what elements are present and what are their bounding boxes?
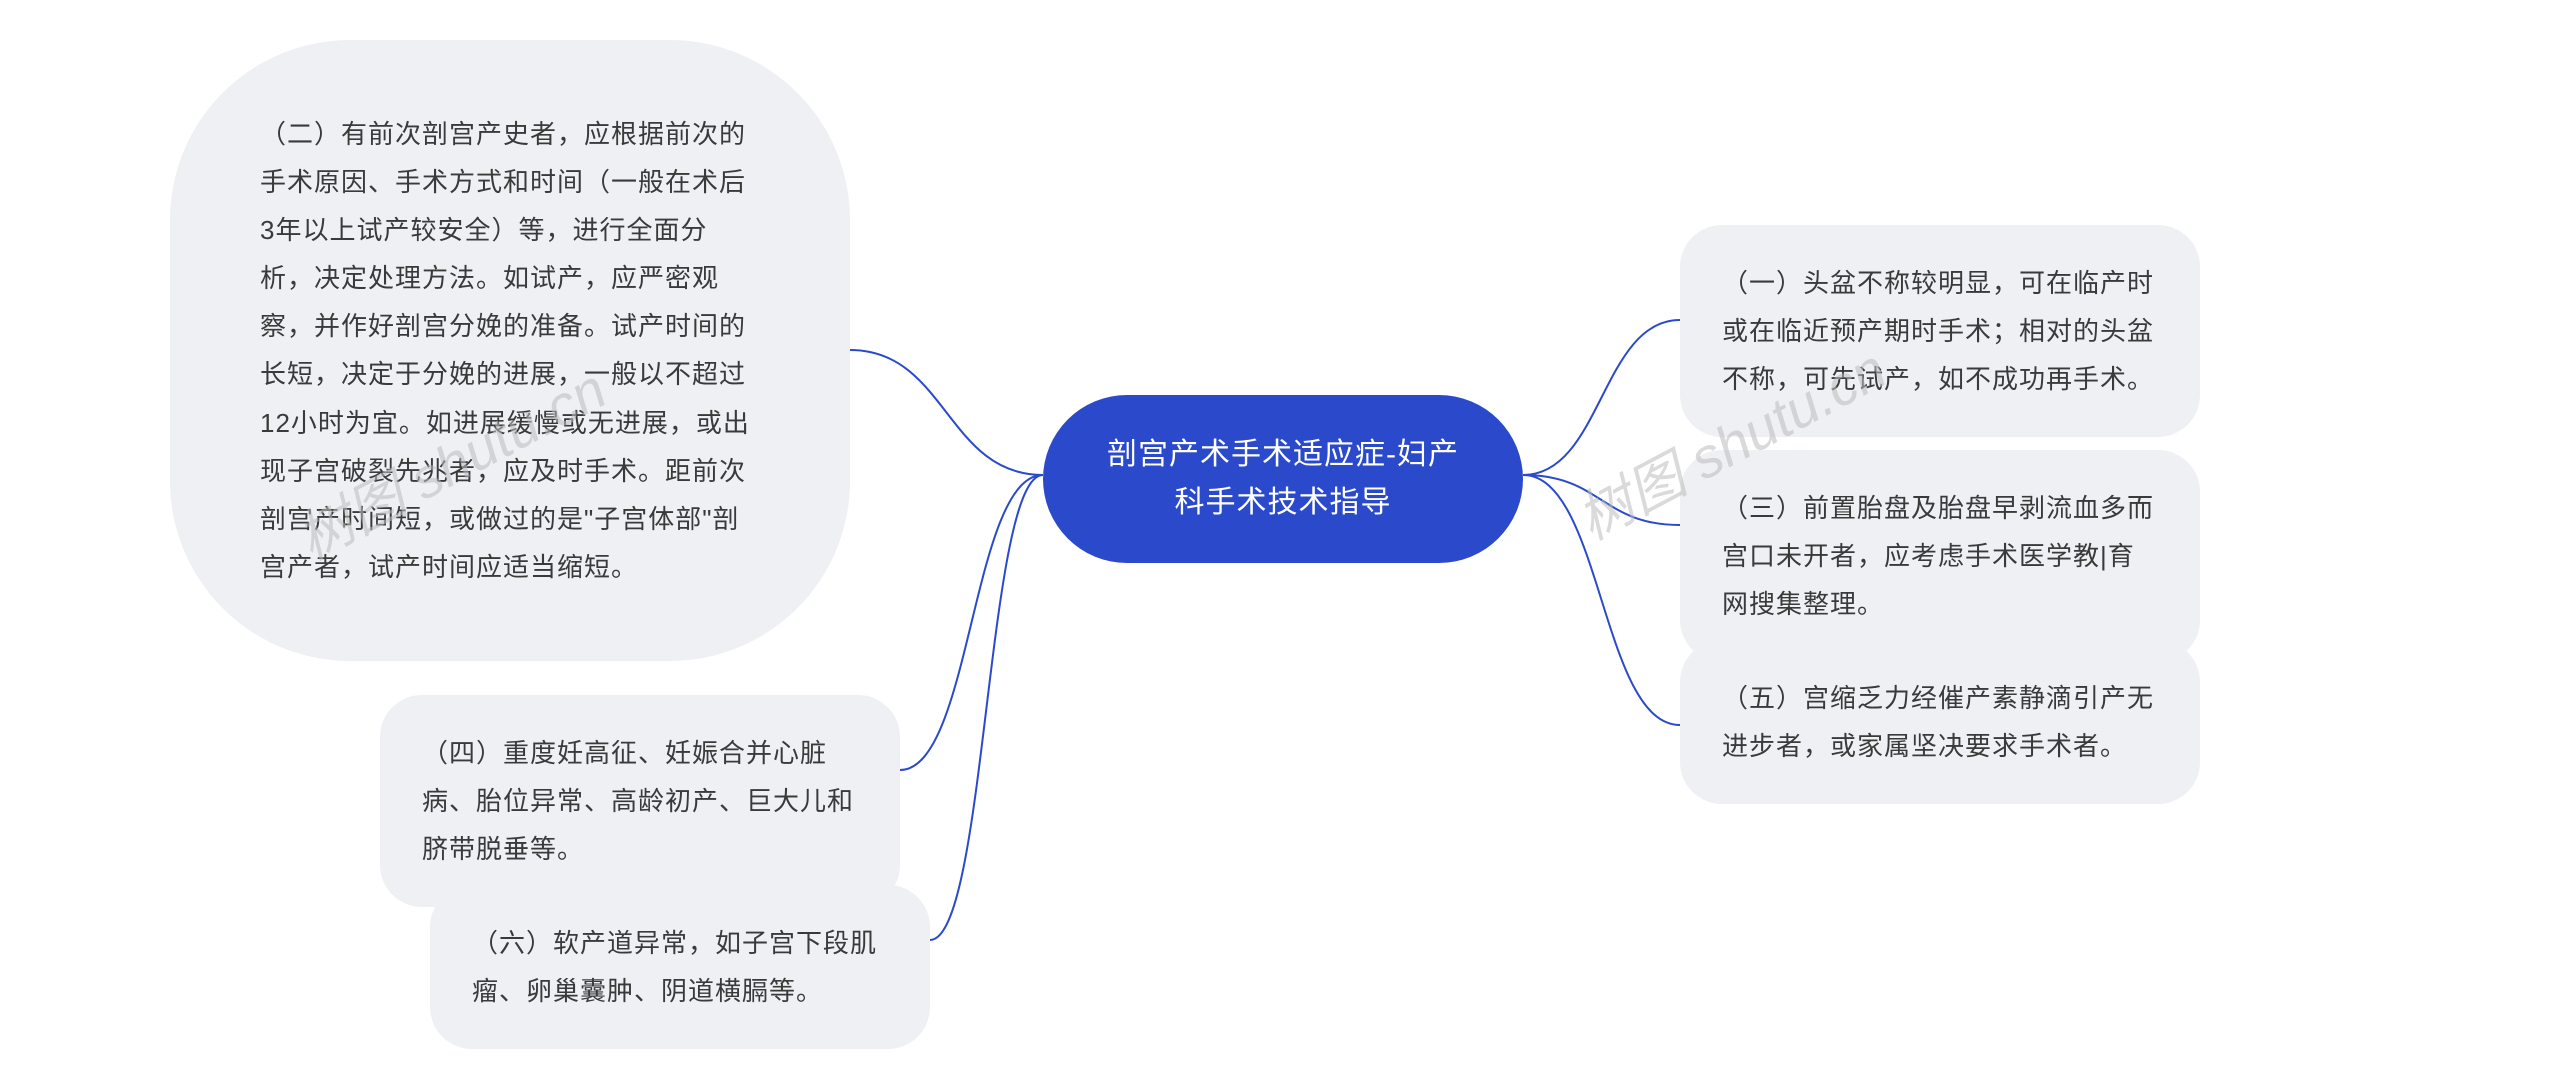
leaf-node-2: （二）有前次剖宫产史者，应根据前次的手术原因、手术方式和时间（一般在术后3年以上… (170, 40, 850, 661)
leaf-node-5: （五）宫缩乏力经催产素静滴引产无进步者，或家属坚决要求手术者。 (1680, 640, 2200, 804)
leaf-node-5-text: （五）宫缩乏力经催产素静滴引产无进步者，或家属坚决要求手术者。 (1722, 683, 2154, 761)
center-node-label: 剖宫产术手术适应症-妇产科手术技术指导 (1099, 431, 1467, 527)
leaf-node-3-text: （三）前置胎盘及胎盘早剥流血多而宫口未开者，应考虑手术医学教|育网搜集整理。 (1722, 493, 2154, 619)
leaf-node-6-text: （六）软产道异常，如子宫下段肌瘤、卵巢囊肿、阴道横膈等。 (472, 928, 877, 1006)
leaf-node-1-text: （一）头盆不称较明显，可在临产时或在临近预产期时手术；相对的头盆不称，可先试产，… (1722, 268, 2154, 394)
center-node: 剖宫产术手术适应症-妇产科手术技术指导 (1043, 395, 1523, 563)
leaf-node-4-text: （四）重度妊高征、妊娠合并心脏病、胎位异常、高龄初产、巨大儿和脐带脱垂等。 (422, 738, 854, 864)
mindmap-canvas: 剖宫产术手术适应症-妇产科手术技术指导 （一）头盆不称较明显，可在临产时或在临近… (0, 0, 2560, 1081)
leaf-node-2-text: （二）有前次剖宫产史者，应根据前次的手术原因、手术方式和时间（一般在术后3年以上… (260, 119, 750, 582)
leaf-node-3: （三）前置胎盘及胎盘早剥流血多而宫口未开者，应考虑手术医学教|育网搜集整理。 (1680, 450, 2200, 662)
leaf-node-6: （六）软产道异常，如子宫下段肌瘤、卵巢囊肿、阴道横膈等。 (430, 885, 930, 1049)
leaf-node-1: （一）头盆不称较明显，可在临产时或在临近预产期时手术；相对的头盆不称，可先试产，… (1680, 225, 2200, 437)
leaf-node-4: （四）重度妊高征、妊娠合并心脏病、胎位异常、高龄初产、巨大儿和脐带脱垂等。 (380, 695, 900, 907)
